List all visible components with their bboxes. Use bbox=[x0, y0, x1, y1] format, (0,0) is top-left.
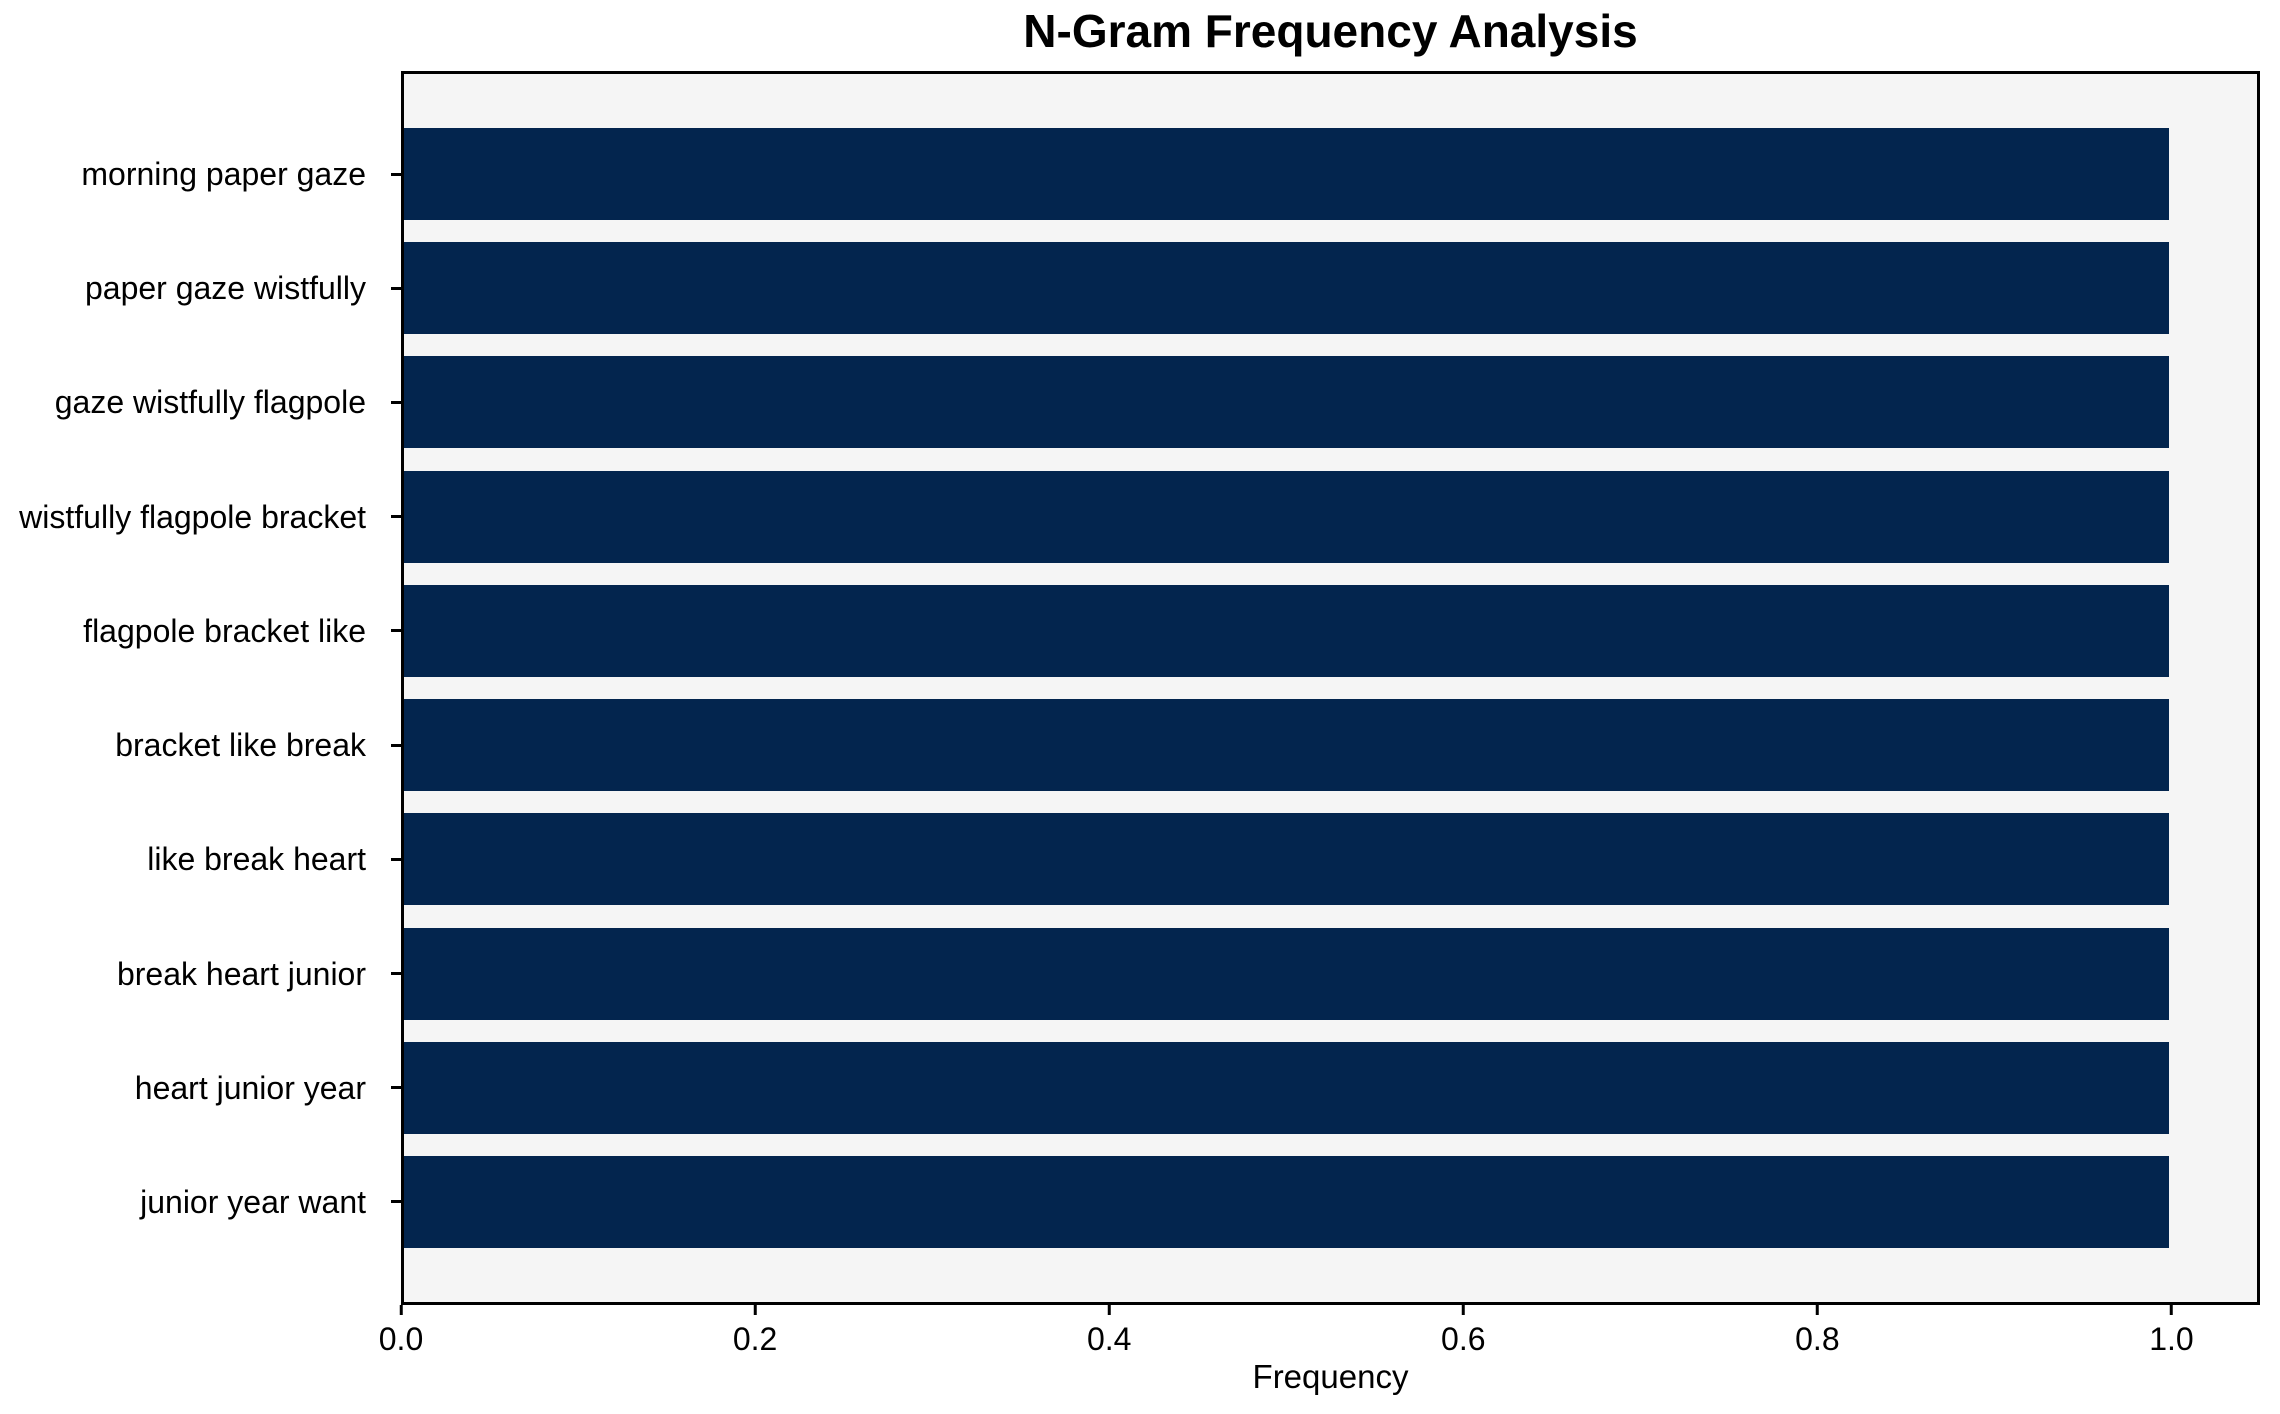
y-tick-mark bbox=[391, 629, 404, 633]
x-tick: 1.0 bbox=[2149, 1305, 2194, 1357]
y-tick-label: wistfully flagpole bracket bbox=[19, 498, 366, 535]
bar-row: heart junior year bbox=[135, 1041, 2257, 1134]
bar-row: like break heart bbox=[147, 813, 2257, 906]
bar bbox=[404, 356, 2169, 449]
bar-row: paper gaze wistfully bbox=[85, 242, 2257, 335]
x-tick-label: 0.4 bbox=[1086, 1321, 1132, 1357]
chart-title: N-Gram Frequency Analysis bbox=[1023, 5, 1638, 57]
bar-row: wistfully flagpole bracket bbox=[19, 470, 2257, 563]
y-tick-label: morning paper gaze bbox=[81, 156, 366, 192]
x-axis-label: Frequency bbox=[1252, 1358, 1409, 1395]
x-tick-mark bbox=[399, 1305, 403, 1315]
x-tick-label: 1.0 bbox=[2149, 1321, 2194, 1357]
y-tick-label: paper gaze wistfully bbox=[84, 270, 366, 307]
x-tick-label: 0.0 bbox=[378, 1321, 424, 1357]
y-tick-mark bbox=[391, 400, 404, 404]
bar-row: junior year want bbox=[140, 1155, 2257, 1248]
x-tick-mark bbox=[1107, 1305, 1111, 1315]
y-tick-mark bbox=[391, 286, 404, 290]
x-tick: 0.8 bbox=[1795, 1305, 1840, 1357]
bar-row: break heart junior bbox=[117, 927, 2257, 1020]
bar bbox=[404, 470, 2169, 563]
y-tick-mark bbox=[391, 972, 404, 976]
y-tick-mark bbox=[391, 1086, 404, 1090]
bar-row: flagpole bracket like bbox=[83, 584, 2257, 677]
y-tick-mark bbox=[391, 1200, 404, 1204]
bar bbox=[404, 242, 2169, 335]
x-tick: 0.6 bbox=[1441, 1305, 1486, 1357]
bar-row: morning paper gaze bbox=[81, 128, 2257, 220]
y-tick-mark bbox=[391, 857, 404, 861]
bar bbox=[404, 813, 2169, 906]
x-tick-mark bbox=[2169, 1305, 2173, 1315]
x-tick-mark bbox=[753, 1305, 757, 1315]
y-tick-label: heart junior year bbox=[134, 1069, 366, 1106]
bar bbox=[404, 128, 2169, 220]
bar-row: bracket like break bbox=[115, 699, 2257, 792]
x-tick-mark bbox=[1815, 1305, 1819, 1315]
y-tick-mark bbox=[391, 515, 404, 519]
plot-area: morning paper gaze paper gaze wistfully ga… bbox=[19, 71, 2260, 1305]
x-tick: 0.4 bbox=[1087, 1305, 1131, 1355]
x-tick: 0.0 bbox=[379, 1305, 423, 1355]
y-tick-label: gaze wistfully flagpole bbox=[54, 384, 366, 421]
x-tick-mark bbox=[1461, 1305, 1465, 1315]
x-tick-label: 0.2 bbox=[732, 1321, 778, 1357]
y-tick-label: flagpole bracket like bbox=[83, 612, 366, 649]
y-tick-label: bracket like break bbox=[115, 727, 366, 764]
y-tick-label: junior year want bbox=[140, 1183, 366, 1220]
bar bbox=[404, 699, 2169, 792]
y-tick-mark bbox=[391, 743, 404, 747]
bar bbox=[404, 1155, 2169, 1248]
bar-row: gaze wistfully flagpole bbox=[55, 356, 2257, 449]
bar bbox=[404, 1041, 2169, 1134]
y-tick-label: like break heart bbox=[147, 841, 366, 878]
bar bbox=[404, 927, 2169, 1020]
y-tick-mark bbox=[391, 172, 404, 176]
bar bbox=[404, 584, 2169, 677]
x-tick-label: 0.6 bbox=[1441, 1321, 1486, 1357]
x-tick: 0.2 bbox=[733, 1305, 777, 1355]
x-tick-label: 0.8 bbox=[1795, 1321, 1840, 1357]
y-tick-label: break heart junior bbox=[116, 955, 366, 992]
bars-container: morning paper gaze paper gaze wistfully ga… bbox=[19, 74, 2257, 1302]
